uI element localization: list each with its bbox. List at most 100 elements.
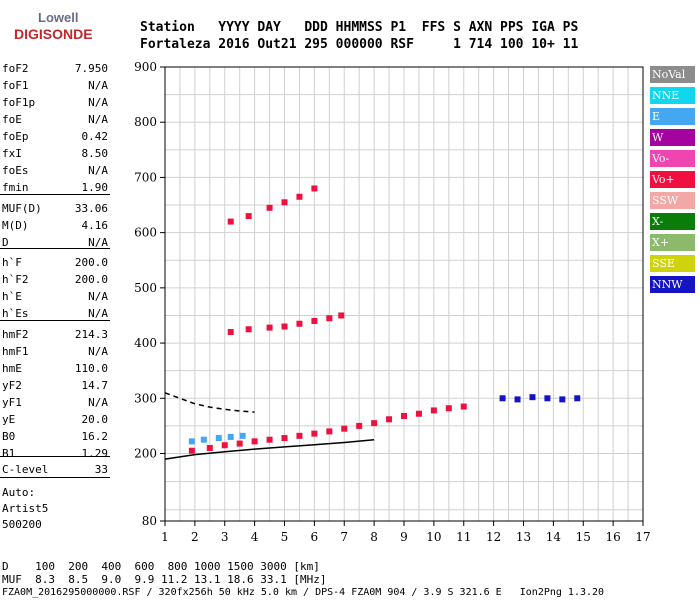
param-value: N/A [88, 96, 108, 109]
legend-item-sse: SSE [650, 255, 695, 272]
param-row: hmF1 N/A [2, 345, 108, 362]
param-row: h`Es N/A [2, 307, 108, 324]
footer-muf-row: MUF 8.3 8.5 9.0 9.9 11.2 13.1 18.6 33.1 … [2, 573, 327, 586]
data-point [296, 320, 303, 327]
data-point [296, 432, 303, 439]
param-label: yF2 [2, 379, 22, 392]
param-value: 33.06 [74, 202, 108, 215]
header-line-1: Station YYYY DAY DDD HHMMSS P1 FFS S AXN… [140, 20, 579, 35]
legend-item-vo-: Vo- [650, 150, 695, 167]
x-tick-label: 8 [370, 530, 378, 544]
data-point [311, 185, 318, 192]
data-point [251, 438, 258, 445]
brand-digisonde: DIGISONDE [14, 26, 93, 42]
param-value: 16.2 [81, 430, 109, 443]
data-point [514, 396, 521, 403]
y-tick-label: 300 [134, 391, 157, 405]
param-row: yF1 N/A [2, 396, 108, 413]
y-tick-label: 400 [134, 336, 157, 350]
data-point [311, 317, 318, 324]
param-label: hmF2 [2, 328, 29, 341]
param-row: foF2 7.950 [2, 62, 108, 79]
param-label: foE [2, 113, 22, 126]
y-tick-label: 500 [134, 281, 157, 295]
autoscaling-code: 500200 [2, 518, 42, 531]
param-label: foEs [2, 164, 29, 177]
param-row: yE 20.0 [2, 413, 108, 430]
x-tick-label: 9 [400, 530, 408, 544]
param-label: MUF(D) [2, 202, 42, 215]
data-point [415, 410, 422, 417]
param-value: 4.16 [81, 219, 109, 232]
param-value: 214.3 [74, 328, 108, 341]
x-tick-label: 6 [311, 530, 319, 544]
x-tick-label: 7 [340, 530, 348, 544]
autoscaling-label: Auto: [2, 486, 36, 499]
data-point [371, 420, 378, 427]
param-label: fmin [2, 181, 29, 194]
legend-item-x-: X+ [650, 234, 695, 251]
data-point [215, 435, 222, 442]
param-label: M(D) [2, 219, 29, 232]
param-label: hmF1 [2, 345, 29, 358]
data-point [281, 323, 288, 330]
legend-item-x-: X- [650, 213, 695, 230]
param-separator [0, 456, 110, 457]
param-label: foEp [2, 130, 29, 143]
footer-file-row: FZA0M_2016295000000.RSF / 320fx256h 50 k… [2, 587, 605, 598]
param-row: foF1 N/A [2, 79, 108, 96]
data-point [245, 213, 252, 220]
param-row: h`E N/A [2, 290, 108, 307]
data-point [188, 438, 195, 445]
data-point [236, 440, 243, 447]
x-tick-label: 14 [546, 530, 562, 544]
data-point [386, 416, 393, 423]
param-row: h`F2 200.0 [2, 273, 108, 290]
legend-item-e: E [650, 108, 695, 125]
param-value: N/A [88, 236, 108, 249]
data-point [559, 396, 566, 403]
param-separator [0, 477, 110, 478]
param-row: hmE 110.0 [2, 362, 108, 379]
data-point [281, 435, 288, 442]
param-row: B0 16.2 [2, 430, 108, 447]
param-row: yF2 14.7 [2, 379, 108, 396]
param-label: h`E [2, 290, 22, 303]
data-point [460, 403, 467, 410]
x-tick-label: 15 [576, 530, 591, 544]
data-point [200, 436, 207, 443]
param-row: foEs N/A [2, 164, 108, 181]
x-tick-label: 5 [281, 530, 289, 544]
param-row: h`F 200.0 [2, 256, 108, 273]
param-value: 200.0 [74, 273, 108, 286]
param-separator [0, 248, 110, 249]
y-tick-label: 700 [134, 170, 157, 184]
param-row: hmF2 214.3 [2, 328, 108, 345]
param-value: N/A [88, 290, 108, 303]
y-tick-label: 600 [134, 226, 157, 240]
y-tick-label: 800 [134, 115, 157, 129]
param-row: MUF(D) 33.06 [2, 202, 108, 219]
x-tick-label: 3 [221, 530, 229, 544]
param-label: foF1p [2, 96, 36, 109]
param-value: 0.42 [81, 130, 109, 143]
ionogram-chart: 1 2 3 4 5 6 7 8 9 10 11 12 13 14 15 16 17802003004005006… [134, 60, 651, 544]
param-label: C-level [2, 463, 49, 476]
param-row: fxI 8.50 [2, 147, 108, 164]
trace-profile-dashed [164, 392, 255, 413]
data-point [338, 312, 345, 319]
param-row: D N/A [2, 236, 108, 253]
y-tick-label: 900 [134, 60, 157, 74]
legend-item-ssw: SSW [650, 192, 695, 209]
param-value: N/A [88, 113, 108, 126]
data-point [574, 395, 581, 402]
data-point [227, 329, 234, 336]
data-point [326, 428, 333, 435]
data-point [296, 193, 303, 200]
param-separator [0, 320, 110, 321]
param-label: fxI [2, 147, 22, 160]
param-value: N/A [88, 164, 108, 177]
data-point [529, 394, 536, 401]
legend-item-vo-: Vo+ [650, 171, 695, 188]
data-point [206, 444, 213, 451]
